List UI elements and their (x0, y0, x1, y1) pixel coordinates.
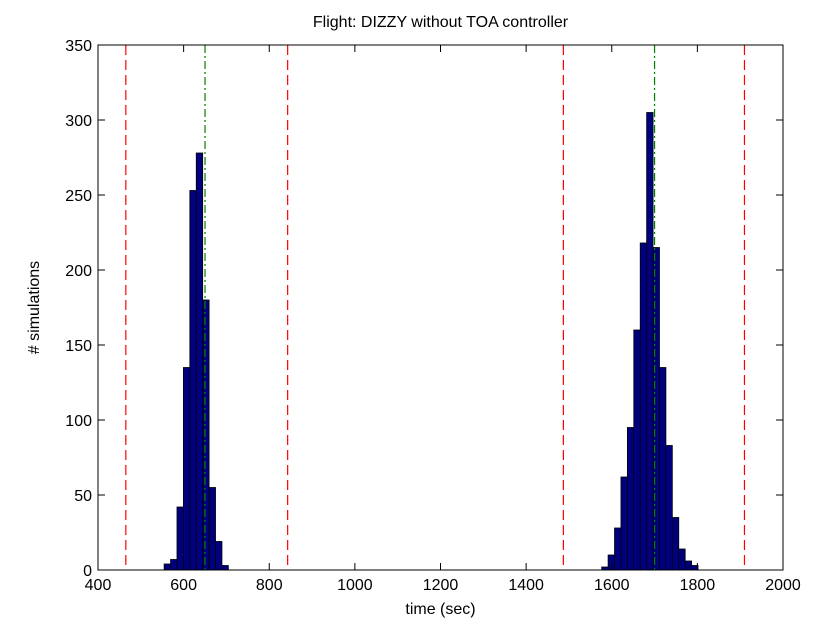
histogram-bar (163, 563, 171, 571)
x-tick-label: 1000 (337, 577, 373, 594)
x-tick-label: 1600 (594, 577, 630, 594)
histogram-bar (614, 527, 622, 571)
histogram-bar (646, 112, 654, 571)
histogram-bar (659, 367, 667, 571)
y-tick-label: 200 (65, 263, 92, 280)
y-tick-label: 250 (65, 188, 92, 205)
histogram-bar (221, 565, 229, 571)
x-tick-label: 800 (256, 577, 283, 594)
histogram-bar (170, 559, 178, 571)
histogram-bar (684, 560, 692, 571)
x-ticks-group: 400 600 800 1000 1200 1400 1600 1800 2000 (85, 45, 801, 594)
y-ticks-group: 0 50 100 150 200 250 300 350 (65, 38, 783, 580)
histogram-bar (639, 242, 648, 571)
histogram-bar (208, 487, 216, 571)
y-tick-label: 150 (65, 338, 92, 355)
chart-title: Flight: DIZZY without TOA controller (313, 14, 569, 31)
x-tick-label: 1800 (680, 577, 716, 594)
y-tick-label: 300 (65, 113, 92, 130)
x-tick-label: 400 (85, 577, 112, 594)
histogram-bar (671, 517, 680, 571)
histogram-bar (620, 476, 628, 571)
histogram-bar (215, 541, 223, 571)
x-tick-label: 1200 (423, 577, 459, 594)
x-tick-label: 600 (170, 577, 197, 594)
histogram-bar (626, 427, 635, 571)
y-tick-label: 100 (65, 413, 92, 430)
histogram-bar (633, 329, 641, 571)
y-axis-label: # simulations (26, 261, 43, 354)
reference-lines-group (125, 45, 746, 570)
x-tick-label: 2000 (765, 577, 801, 594)
y-tick-label: 50 (74, 488, 92, 505)
y-tick-label: 0 (83, 563, 92, 580)
histogram-bar (189, 190, 197, 571)
x-axis-label: time (sec) (405, 601, 475, 618)
histogram-bar (195, 152, 204, 571)
histogram-bar (665, 445, 673, 571)
histogram-bar (202, 299, 210, 571)
histogram-bar (678, 548, 686, 571)
histogram-bar (176, 506, 184, 571)
histogram-bar (183, 367, 191, 571)
y-tick-label: 350 (65, 38, 92, 55)
x-tick-label: 1400 (508, 577, 544, 594)
